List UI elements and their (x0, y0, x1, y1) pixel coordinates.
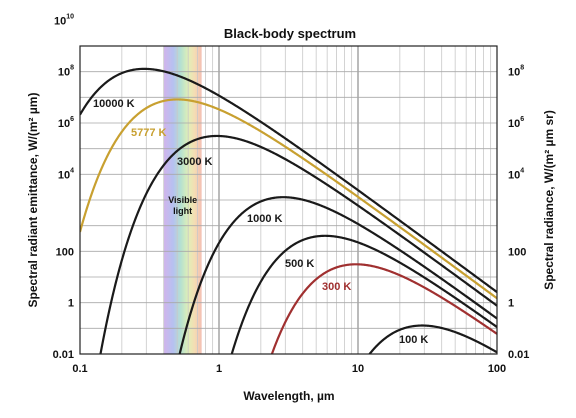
label-500k: 500 K (285, 258, 314, 270)
label-3000k: 3000 K (177, 156, 213, 168)
x-axis-title: Wavelength, µm (243, 389, 334, 403)
visible-light-label-line2: light (173, 206, 192, 216)
x-tick-labels: 0.1 1 10 100 (72, 363, 506, 375)
curve-3000k (99, 134, 497, 354)
y-tick-label: 106 (508, 116, 524, 130)
y-tick-labels-left: 1010 108 106 104 100 1 0.01 (53, 13, 75, 361)
y-tick-label: 1010 (54, 13, 74, 27)
y-tick-label: 1 (68, 298, 74, 310)
y-tick-label: 0.01 (508, 349, 529, 361)
label-300k: 300 K (322, 281, 351, 293)
curve-300k (270, 263, 497, 354)
y-tick-label: 100 (56, 246, 74, 258)
y-tick-label: 104 (58, 167, 74, 181)
x-tick-label: 0.1 (72, 363, 87, 375)
y-tick-label: 1 (508, 298, 514, 310)
y-tick-label: 108 (508, 65, 524, 79)
y-tick-label: 100 (508, 246, 526, 258)
y-tick-labels-right: 108 106 104 100 1 0.01 (508, 65, 529, 361)
grid-lines (80, 46, 497, 354)
y-tick-label: 108 (58, 65, 74, 79)
curve-100k (368, 324, 497, 354)
label-1000k: 1000 K (247, 213, 283, 225)
y-axis-title-left: Spectral radiant emittance, W/(m² µm) (26, 93, 40, 308)
curve-500k (230, 234, 497, 354)
label-10000k: 10000 K (93, 98, 135, 110)
curve-1000k (178, 196, 497, 354)
label-5777k: 5777 K (131, 127, 167, 139)
chart-title: Black-body spectrum (224, 26, 356, 41)
y-tick-label: 104 (508, 167, 524, 181)
x-tick-label: 10 (352, 363, 364, 375)
visible-light-label-line1: Visible (168, 195, 197, 205)
spectrum-curves (80, 67, 497, 354)
y-axis-title-right: Spectral radiance, W/(m² µm sr) (542, 110, 556, 290)
curve-labels: 10000 K 5777 K 3000 K 1000 K 500 K 300 K 100 K (93, 98, 428, 346)
x-tick-label: 100 (488, 363, 506, 375)
x-tick-label: 1 (216, 363, 222, 375)
label-100k: 100 K (399, 334, 428, 346)
curve-5777k (80, 98, 497, 300)
y-tick-label: 0.01 (53, 349, 74, 361)
y-tick-label: 106 (58, 116, 74, 130)
curve-10000k (80, 67, 497, 293)
plot-frame (79, 45, 498, 355)
